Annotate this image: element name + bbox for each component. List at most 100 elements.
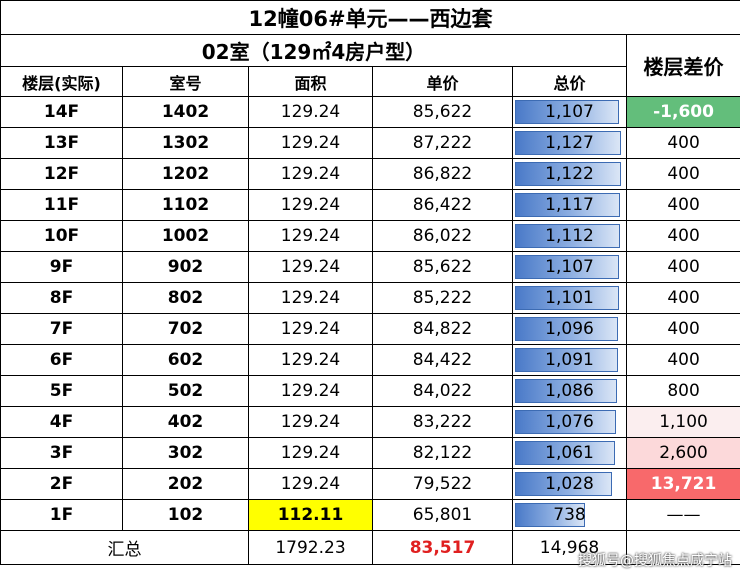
table-row: 8F 802 129.24 85,222 1,101 400 xyxy=(0,282,740,314)
cell-room: 202 xyxy=(122,468,249,500)
cell-floor: 1F xyxy=(0,499,123,531)
table-row: 13F 1302 129.24 87,222 1,127 400 xyxy=(0,127,740,159)
cell-floor: 6F xyxy=(0,344,123,376)
cell-unit-price: 84,422 xyxy=(372,344,513,376)
table-row: 2F 202 129.24 79,522 1,028 13,721 xyxy=(0,468,740,500)
cell-floor-diff: 1,100 xyxy=(625,406,740,438)
header-total-price: 总价 xyxy=(512,66,627,97)
cell-area: 112.11 xyxy=(248,499,373,531)
total-price-bar xyxy=(515,162,621,186)
cell-floor: 14F xyxy=(0,96,123,128)
total-price-value: 1,091 xyxy=(545,349,594,370)
cell-room: 1302 xyxy=(122,127,249,159)
total-price-value: 1,122 xyxy=(545,163,594,184)
cell-floor: 2F xyxy=(0,468,123,500)
cell-total-price: 738 xyxy=(512,499,627,531)
cell-area: 129.24 xyxy=(248,344,373,376)
cell-area: 129.24 xyxy=(248,158,373,190)
cell-total-price: 1,076 xyxy=(512,406,627,438)
table-row: 12F 1202 129.24 86,822 1,122 400 xyxy=(0,158,740,190)
table-row: 5F 502 129.24 84,022 1,086 800 xyxy=(0,375,740,407)
cell-floor: 12F xyxy=(0,158,123,190)
cell-floor-diff: -1,600 xyxy=(625,96,740,128)
cell-room: 102 xyxy=(122,499,249,531)
cell-unit-price: 86,822 xyxy=(372,158,513,190)
summary-area: 1792.23 xyxy=(248,530,373,565)
total-price-bar xyxy=(515,317,618,341)
total-price-bar xyxy=(515,255,619,279)
cell-unit-price: 86,422 xyxy=(372,189,513,221)
total-price-bar xyxy=(515,348,618,372)
watermark-text: 搜狐号@搜狐焦点咸宁站 xyxy=(578,553,732,569)
cell-floor-diff: 400 xyxy=(625,344,740,376)
cell-total-price: 1,086 xyxy=(512,375,627,407)
total-price-bar xyxy=(515,286,619,310)
cell-total-price: 1,101 xyxy=(512,282,627,314)
cell-floor-diff: —— xyxy=(625,499,740,531)
cell-unit-price: 85,622 xyxy=(372,251,513,283)
total-price-bar xyxy=(515,131,621,155)
table-row: 10F 1002 129.24 86,022 1,112 400 xyxy=(0,220,740,252)
cell-room: 302 xyxy=(122,437,249,469)
cell-room: 602 xyxy=(122,344,249,376)
table-title: 12幢06#单元——西边套 xyxy=(0,0,740,35)
cell-room: 402 xyxy=(122,406,249,438)
header-unit-price: 单价 xyxy=(372,66,513,97)
cell-floor-diff: 400 xyxy=(625,158,740,190)
cell-floor-diff: 13,721 xyxy=(625,468,740,500)
total-price-value: 1,117 xyxy=(545,194,594,215)
cell-floor: 9F xyxy=(0,251,123,283)
cell-floor-diff: 400 xyxy=(625,313,740,345)
total-price-bar xyxy=(515,193,620,217)
cell-room: 1002 xyxy=(122,220,249,252)
cell-room: 1402 xyxy=(122,96,249,128)
total-price-value: 1,096 xyxy=(545,318,594,339)
total-price-bar xyxy=(515,100,619,124)
cell-total-price: 1,117 xyxy=(512,189,627,221)
cell-floor: 4F xyxy=(0,406,123,438)
total-price-value: 1,127 xyxy=(545,132,594,153)
cell-unit-price: 84,822 xyxy=(372,313,513,345)
cell-total-price: 1,107 xyxy=(512,251,627,283)
cell-floor-diff: 400 xyxy=(625,220,740,252)
summary-label: 汇总 xyxy=(0,530,249,565)
cell-unit-price: 79,522 xyxy=(372,468,513,500)
cell-floor-diff: 400 xyxy=(625,251,740,283)
table-row: 6F 602 129.24 84,422 1,091 400 xyxy=(0,344,740,376)
total-price-value: 1,086 xyxy=(545,380,594,401)
cell-room: 1202 xyxy=(122,158,249,190)
cell-floor: 11F xyxy=(0,189,123,221)
total-price-bar xyxy=(515,410,616,434)
header-area: 面积 xyxy=(248,66,373,97)
cell-floor-diff: 400 xyxy=(625,282,740,314)
total-price-value: 738 xyxy=(553,504,586,525)
total-price-value: 1,112 xyxy=(545,225,594,246)
cell-room: 902 xyxy=(122,251,249,283)
cell-floor: 8F xyxy=(0,282,123,314)
cell-area: 129.24 xyxy=(248,313,373,345)
cell-room: 702 xyxy=(122,313,249,345)
table-row: 7F 702 129.24 84,822 1,096 400 xyxy=(0,313,740,345)
header-room: 室号 xyxy=(122,66,249,97)
total-price-bar xyxy=(515,503,585,527)
cell-unit-price: 82,122 xyxy=(372,437,513,469)
cell-floor: 5F xyxy=(0,375,123,407)
total-price-bar xyxy=(515,379,617,403)
cell-area: 129.24 xyxy=(248,127,373,159)
cell-area: 129.24 xyxy=(248,375,373,407)
cell-unit-price: 65,801 xyxy=(372,499,513,531)
table-row: 9F 902 129.24 85,622 1,107 400 xyxy=(0,251,740,283)
cell-total-price: 1,096 xyxy=(512,313,627,345)
total-price-bar xyxy=(515,472,612,496)
cell-total-price: 1,112 xyxy=(512,220,627,252)
summary-unit-price: 83,517 xyxy=(372,530,513,565)
cell-unit-price: 85,222 xyxy=(372,282,513,314)
cell-total-price: 1,127 xyxy=(512,127,627,159)
total-price-value: 1,107 xyxy=(545,101,594,122)
cell-floor-diff: 2,600 xyxy=(625,437,740,469)
cell-floor-diff: 800 xyxy=(625,375,740,407)
total-price-value: 1,028 xyxy=(545,473,594,494)
cell-unit-price: 83,222 xyxy=(372,406,513,438)
cell-area: 129.24 xyxy=(248,437,373,469)
